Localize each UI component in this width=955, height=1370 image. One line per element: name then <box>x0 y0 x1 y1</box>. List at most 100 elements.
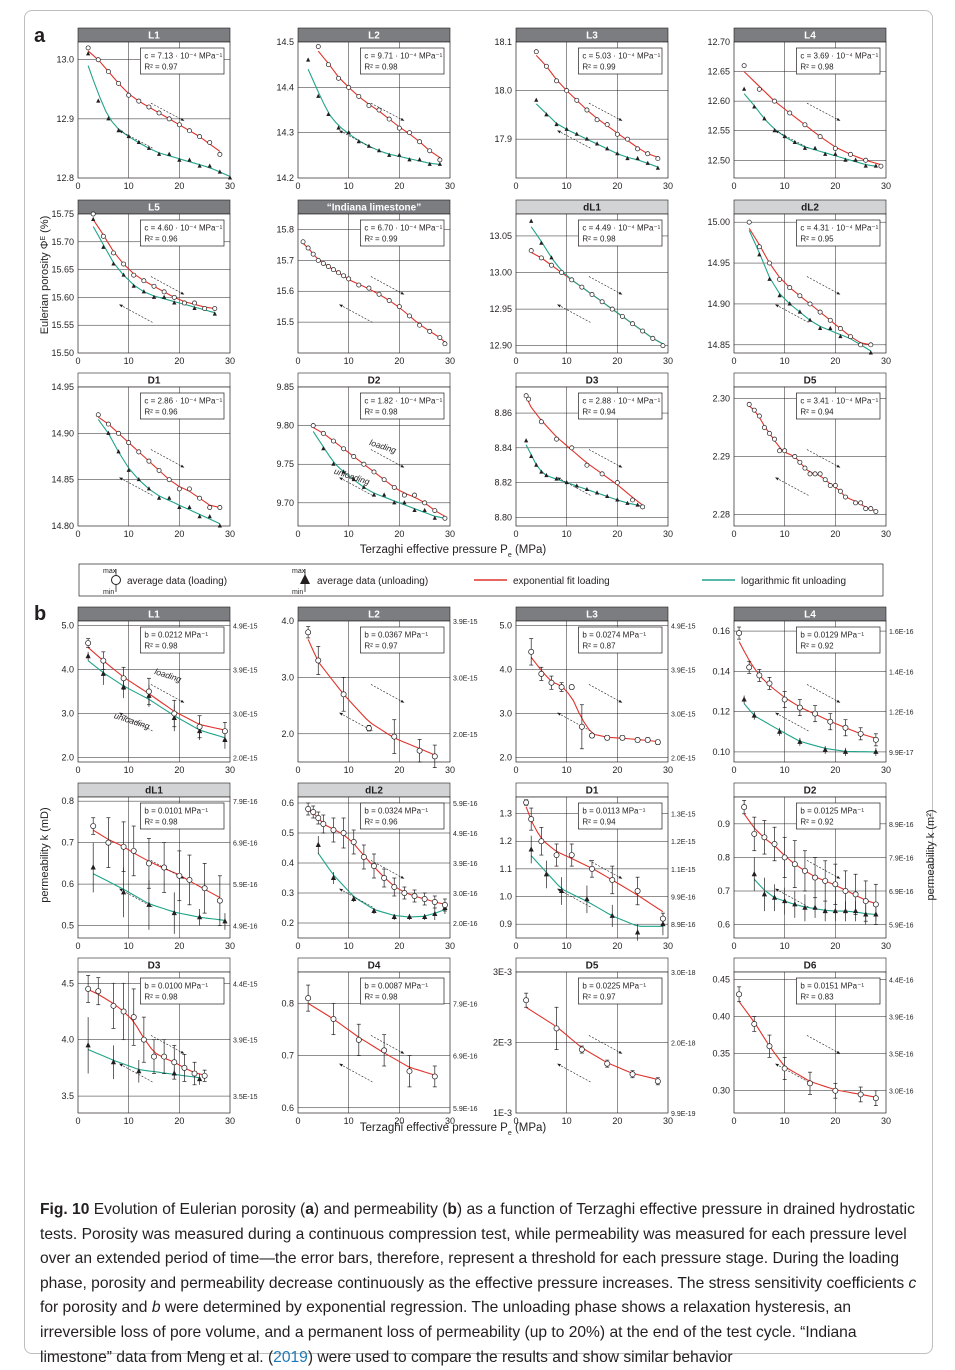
unloading-arrow <box>774 888 809 908</box>
unloading-arrow-head <box>557 1063 562 1067</box>
caption-mid: ) and permeability ( <box>313 1201 448 1218</box>
unloading-point <box>382 492 387 497</box>
y2-tick-label: 6.9E-16 <box>889 889 914 896</box>
loading-arrow <box>370 276 405 295</box>
unloading-arrow <box>338 304 373 323</box>
loading-point <box>136 98 142 104</box>
y2-tick-label: 4.9E-15 <box>233 623 258 630</box>
unloading-point <box>853 907 859 914</box>
x-tick-label: 10 <box>344 941 354 951</box>
unloading-arrow <box>556 712 591 732</box>
y-tick-label: 2.29 <box>712 452 730 462</box>
loading-point <box>796 704 803 711</box>
unloading-point <box>187 504 192 509</box>
loading-point <box>822 877 829 884</box>
loading-point <box>736 630 743 637</box>
x-tick-label: 0 <box>295 356 300 366</box>
panel-title: D2 <box>804 786 817 797</box>
y-tick-label: 14.95 <box>51 382 74 392</box>
loading-point <box>120 675 127 682</box>
unloading-point <box>356 139 361 144</box>
y-tick-label: 14.3 <box>276 128 294 138</box>
unloading-point <box>361 484 366 489</box>
unloading-point <box>645 160 650 165</box>
y-tick-label: 14.95 <box>707 258 730 268</box>
y2-tick-label: 4.9E-16 <box>233 924 258 931</box>
loading-point <box>751 407 757 413</box>
fit-coefficient: c = 2.88 · 10⁻⁴ MPa⁻¹ <box>582 397 660 406</box>
loading-point <box>746 219 752 225</box>
panel-title: dL1 <box>145 786 163 797</box>
fit-box <box>578 802 663 830</box>
unloading-arrow-head <box>339 477 344 481</box>
fit-r2: R² = 0.98 <box>364 408 398 417</box>
unloading-arrow-head <box>775 712 780 716</box>
legend-min: min <box>292 589 303 596</box>
loading-point <box>640 328 646 334</box>
x-tick-label: 10 <box>124 529 134 539</box>
unloading-arrow-head <box>339 888 344 892</box>
chart-panel-18: D1 0 10 20 30 0.9 1.0 1.1 1.2 1.3 8.9E-16 9.9E-16 1.… <box>499 782 696 951</box>
y-tick-label: 15.70 <box>51 237 74 247</box>
loading-point <box>766 680 773 687</box>
y-tick-label: 9.75 <box>276 459 294 469</box>
caption-pre: Evolution of Eulerian porosity ( <box>89 1201 306 1218</box>
loading-point <box>756 672 763 679</box>
loading-point <box>787 285 793 291</box>
unloading-arrow-head <box>557 888 562 892</box>
fit-r2: R² = 0.94 <box>800 408 834 417</box>
loading-point <box>528 248 534 254</box>
unloading-point <box>873 911 879 917</box>
fit-r2: R² = 0.97 <box>144 63 178 72</box>
legend-min: min <box>103 589 114 596</box>
x-tick-label: 20 <box>830 529 840 539</box>
y-tick-label: 13.05 <box>489 231 512 241</box>
loading-arrow-head <box>836 699 841 703</box>
x-axis-label-b: Terzaghi effective pressure Pe (MPa) <box>360 1122 547 1137</box>
fit-box <box>360 47 445 75</box>
unloading-arrow <box>118 304 153 323</box>
loading-arrow <box>150 276 185 295</box>
y2-tick-label: 4.9E-15 <box>671 623 696 630</box>
x-tick-label: 0 <box>513 181 518 191</box>
unloading-point <box>351 476 356 482</box>
caption-reference-link[interactable]: 2019 <box>273 1348 308 1366</box>
loading-point <box>417 139 423 145</box>
loading-point <box>781 1065 788 1072</box>
unloading-point <box>116 449 121 454</box>
panel-title: L3 <box>586 31 598 42</box>
x-tick-label: 20 <box>612 941 622 951</box>
legend-exp-fit-label: exponential fit loading <box>513 576 610 587</box>
loading-arrow <box>370 102 405 122</box>
chart-panel-13: L2 0 10 20 30 2.0 3.0 4.0 2.0E-15 3.0E-15 3.9E-15 b… <box>281 606 478 775</box>
loading-point <box>751 830 758 837</box>
loading-point <box>197 495 203 501</box>
x-tick-label: 20 <box>612 529 622 539</box>
y2-tick-label: 3.9E-15 <box>233 667 258 674</box>
unloading-point <box>106 116 111 121</box>
y-tick-label: 0.12 <box>712 707 730 717</box>
loading-point <box>191 1070 198 1077</box>
y-tick-label: 0.5 <box>61 921 74 931</box>
unloading-point <box>321 446 326 451</box>
x-tick-label: 10 <box>562 941 572 951</box>
loading-point <box>523 799 530 806</box>
x-tick-label: 10 <box>562 356 572 366</box>
unloading-fit-line <box>743 703 876 753</box>
loading-point <box>376 291 382 297</box>
x-tick-label: 20 <box>174 941 184 951</box>
unloading-point <box>615 151 620 156</box>
fit-box <box>578 47 663 75</box>
loading-point <box>90 823 97 829</box>
loading-point <box>320 821 327 827</box>
loading-point <box>827 718 834 725</box>
x-tick-label: 0 <box>295 765 300 775</box>
loading-point <box>533 49 539 55</box>
loading-arrow-head <box>836 875 841 879</box>
panel-title: D3 <box>586 376 599 387</box>
fit-box <box>360 626 445 654</box>
loading-point <box>862 898 869 905</box>
loading-point <box>609 306 615 312</box>
loading-point <box>659 915 666 922</box>
loading-point <box>105 839 112 846</box>
